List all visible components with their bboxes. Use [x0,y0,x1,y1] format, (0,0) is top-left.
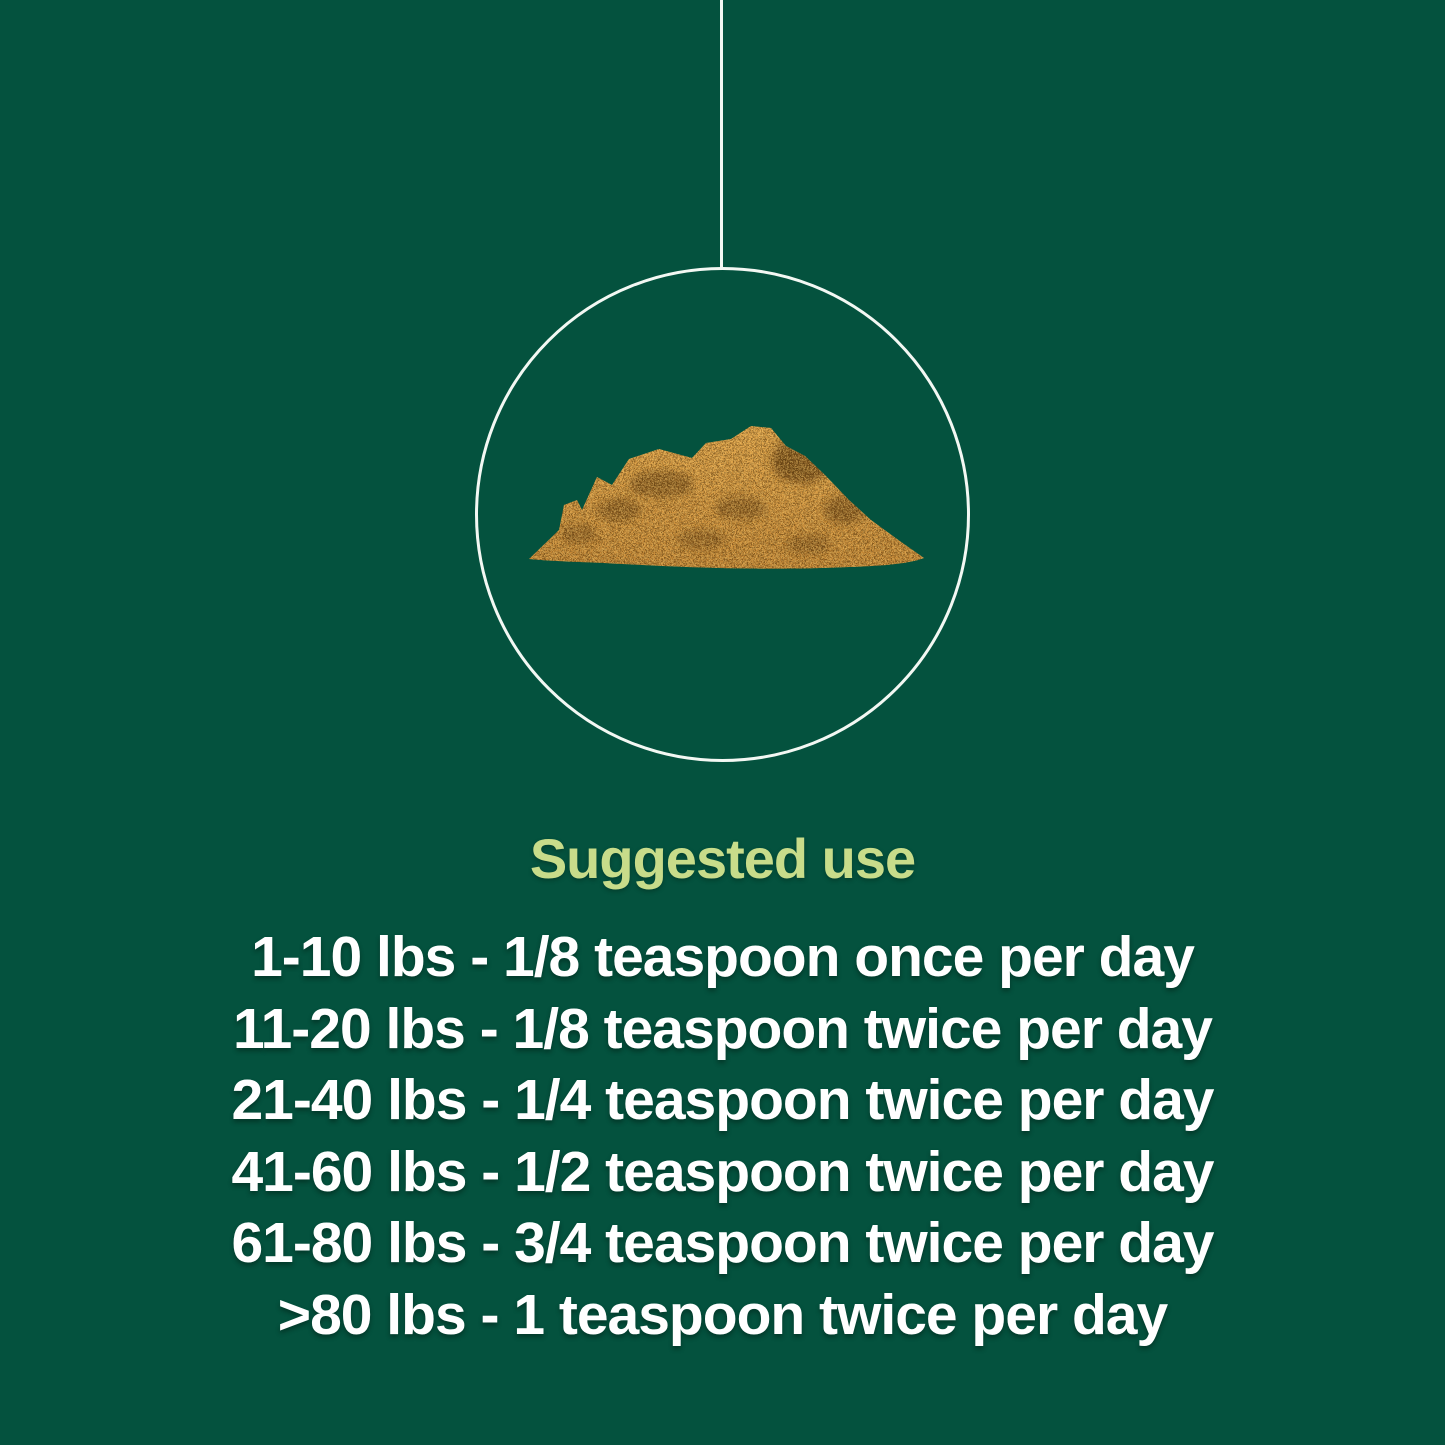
dosage-line: 21-40 lbs - 1/4 teaspoon twice per day [231,1068,1214,1132]
suggested-use-heading: Suggested use [529,827,916,890]
dosage-list: 1-10 lbs - 1/8 teaspoon once per day 11-2… [0,922,1445,1351]
dosage-line: 41-60 lbs - 1/2 teaspoon twice per day [231,1139,1214,1204]
dosage-line: >80 lbs - 1 teaspoon twice per day [277,1282,1168,1347]
powder-pile-image [529,426,924,569]
hanging-line [720,0,723,269]
dosage-line: 61-80 lbs - 3/4 teaspoon twice per day [231,1211,1214,1275]
dosage-line: 11-20 lbs - 1/8 teaspoon twice per day [233,996,1213,1061]
dosage-line: 1-10 lbs - 1/8 teaspoon once per day [251,925,1195,989]
powder-circle-outline [475,267,970,762]
